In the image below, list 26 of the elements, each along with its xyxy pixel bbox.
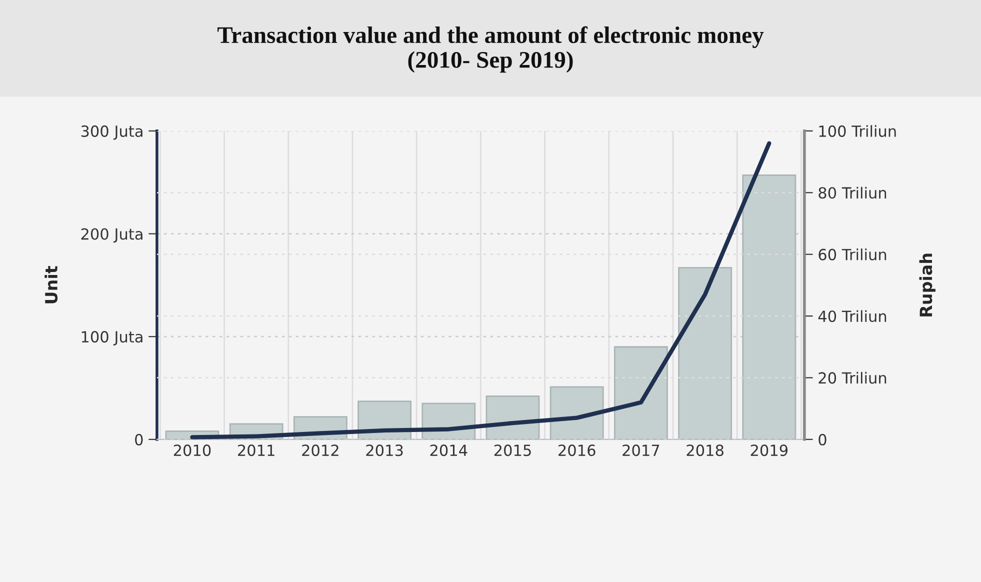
- y-tick-label: 200 Juta: [81, 228, 142, 243]
- x-tick-label: 2016: [558, 444, 596, 456]
- y2-tick-label: 40 Triliun: [818, 310, 886, 322]
- bar: [550, 386, 604, 440]
- x-tick-label: 2015: [494, 444, 531, 456]
- y-tick-label: 300 Juta: [81, 125, 142, 140]
- x-tick-label: 2017: [622, 444, 660, 456]
- y2-tick-label: 80 Triliun: [818, 186, 886, 199]
- x-tick-label: 2011: [238, 444, 274, 456]
- y2-tick-label: 100 Triliun: [819, 125, 896, 137]
- y2-axis-title: Rupiah: [919, 254, 936, 316]
- line-series: [190, 141, 772, 440]
- y2-tick-label: 60 Triliun: [818, 248, 886, 260]
- x-tick-label: 2014: [430, 444, 468, 456]
- x-tick-label: 2013: [366, 444, 403, 456]
- x-tick-label: 2018: [686, 444, 724, 456]
- y-axis-title: Unit: [44, 266, 58, 304]
- y2-tick-label: 20 Triliun: [818, 372, 886, 384]
- chart-title: Transaction value and the amount of electronic money (2010- Sep 2019): [217, 26, 764, 73]
- y2-tick-label: 0: [818, 434, 826, 446]
- x-tick-label: 2012: [302, 444, 338, 456]
- y-tick-label: 100 Juta: [82, 331, 142, 346]
- x-tick-label: 2010: [174, 444, 211, 456]
- x-tick-label: 2019: [750, 444, 788, 456]
- y-tick-label: 0: [135, 434, 143, 446]
- bar: [614, 346, 668, 440]
